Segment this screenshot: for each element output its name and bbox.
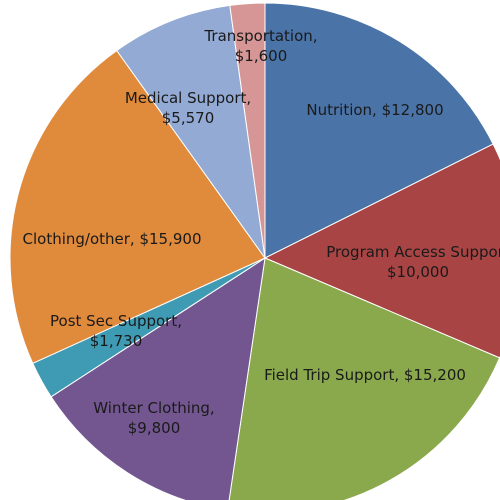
pie-slice-program-access-support bbox=[263, 143, 500, 359]
data-label-line: Post Sec Support, bbox=[50, 312, 182, 330]
data-label-program-access-support: Program Access Support $10,000 bbox=[326, 243, 500, 281]
data-label-line: $10,000 bbox=[387, 263, 449, 281]
pie-slice-field-trip-support bbox=[228, 257, 500, 500]
data-label-line: Field Trip Support, $15,200 bbox=[264, 366, 466, 384]
data-label-clothing-other: Clothing/other, $15,900 bbox=[23, 230, 202, 248]
data-label-line: Program Access Support bbox=[326, 243, 500, 261]
data-label-line: Medical Support, bbox=[125, 89, 251, 107]
pie-data-labels: Nutrition, $12,800 Program Access Support… bbox=[23, 27, 500, 437]
pie-slice-winter-clothing bbox=[50, 256, 266, 500]
pie-slice-medical-support bbox=[116, 4, 266, 259]
pie-slice-clothing-other bbox=[9, 49, 266, 364]
data-label-medical-support: Medical Support, $5,570 bbox=[125, 89, 251, 127]
data-label-line: $1,600 bbox=[235, 47, 288, 65]
data-label-line: $5,570 bbox=[162, 109, 215, 127]
data-label-line: $1,730 bbox=[90, 332, 143, 350]
data-label-winter-clothing: Winter Clothing, $9,800 bbox=[93, 399, 214, 437]
data-label-line: Nutrition, $12,800 bbox=[306, 101, 443, 119]
data-label-line: Clothing/other, $15,900 bbox=[23, 230, 202, 248]
data-label-nutrition: Nutrition, $12,800 bbox=[306, 101, 443, 119]
data-label-line: Winter Clothing, bbox=[93, 399, 214, 417]
data-label-transportation: Transportation, $1,600 bbox=[203, 27, 317, 65]
pie-slices bbox=[9, 2, 500, 500]
data-label-field-trip-support: Field Trip Support, $15,200 bbox=[264, 366, 466, 384]
pie-slice-nutrition bbox=[264, 2, 494, 259]
pie-slice-transportation bbox=[229, 2, 266, 259]
data-label-line: $9,800 bbox=[128, 419, 181, 437]
data-label-post-sec-support: Post Sec Support, $1,730 bbox=[50, 312, 182, 350]
data-label-line: Transportation, bbox=[203, 27, 317, 45]
